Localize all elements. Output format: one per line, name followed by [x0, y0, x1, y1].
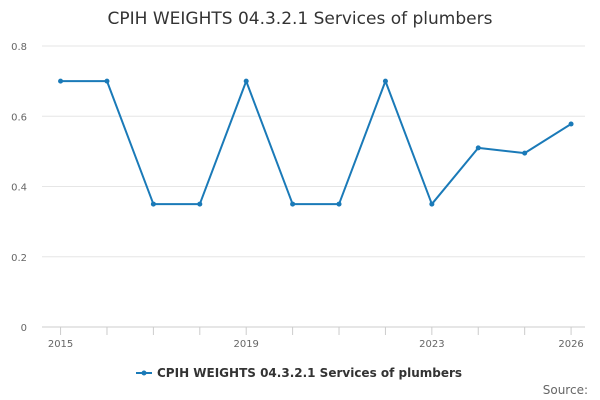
data-point[interactable]: [150, 201, 156, 207]
data-point[interactable]: [336, 201, 342, 207]
y-tick-label: 0.8: [11, 42, 27, 53]
y-tick-label: 0.2: [11, 253, 27, 264]
series-group: [58, 78, 574, 207]
data-point[interactable]: [243, 78, 249, 84]
legend[interactable]: CPIH WEIGHTS 04.3.2.1 Services of plumbe…: [136, 366, 462, 380]
x-tick-label: 2026: [558, 339, 583, 350]
data-point[interactable]: [290, 201, 296, 207]
x-axis: [60, 327, 572, 335]
y-tick-label: 0.6: [11, 112, 27, 123]
series-line[interactable]: [59, 80, 573, 206]
x-tick-label: 2015: [48, 339, 73, 350]
data-point[interactable]: [522, 150, 528, 156]
data-point[interactable]: [382, 78, 388, 84]
y-axis: 0 0.2 0.4 0.6 0.8: [11, 42, 27, 334]
data-point[interactable]: [475, 145, 481, 151]
source-credit[interactable]: Source:: [543, 383, 588, 397]
data-point[interactable]: [568, 121, 574, 127]
chart-title: CPIH WEIGHTS 04.3.2.1 Services of plumbe…: [108, 9, 493, 29]
x-tick-label: 2019: [233, 339, 258, 350]
legend-label[interactable]: CPIH WEIGHTS 04.3.2.1 Services of plumbe…: [157, 366, 462, 380]
legend-marker: [141, 370, 147, 376]
data-point[interactable]: [58, 78, 64, 84]
grid-lines: [42, 45, 585, 328]
data-point[interactable]: [104, 78, 110, 84]
y-tick-label: 0: [21, 323, 27, 334]
x-axis-labels: 2015 2019 2023 2026: [48, 339, 584, 350]
data-point[interactable]: [197, 201, 203, 207]
x-tick-label: 2023: [419, 339, 444, 350]
y-tick-label: 0.4: [11, 183, 27, 194]
data-point[interactable]: [429, 201, 435, 207]
